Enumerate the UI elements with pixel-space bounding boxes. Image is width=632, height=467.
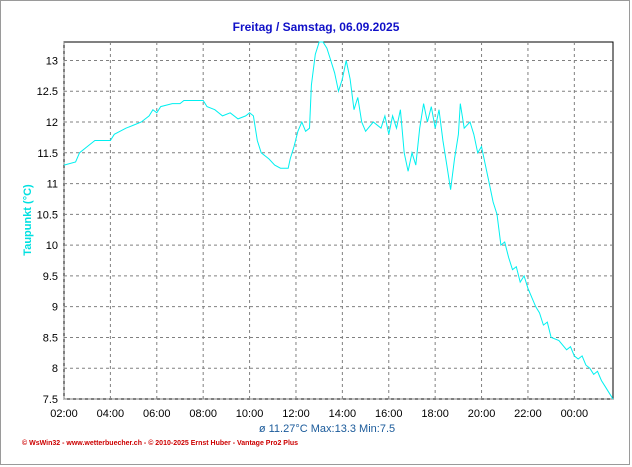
y-tick-label: 13 <box>46 55 58 67</box>
x-tick-label: 06:00 <box>143 408 171 420</box>
x-tick-label: 16:00 <box>375 408 403 420</box>
dewpoint-series-line <box>63 41 614 400</box>
summary-stats: ø 11.27°C Max:13.3 Min:7.5 <box>259 423 395 435</box>
y-tick-label: 12 <box>46 117 58 129</box>
y-tick-label: 10.5 <box>37 209 58 221</box>
y-tick-label: 10 <box>46 240 58 252</box>
x-tick-label: 12:00 <box>282 408 310 420</box>
x-tick-label: 18:00 <box>421 408 449 420</box>
x-tick-label: 00:00 <box>561 408 589 420</box>
y-tick-label: 9.5 <box>43 271 58 283</box>
x-tick-label: 02:00 <box>50 408 78 420</box>
x-axis-ticks: 02:00 04:00 06:00 08:00 10:00 12:00 14:00 16:00… <box>50 408 588 420</box>
y-tick-label: 9 <box>52 302 58 314</box>
x-tick-label: 04:00 <box>97 408 125 420</box>
x-tick-label: 20:00 <box>468 408 496 420</box>
chart-title: Freitag / Samstag, 06.09.2025 <box>233 20 400 34</box>
x-tick-label: 10:00 <box>236 408 264 420</box>
grid <box>63 42 613 400</box>
y-tick-label: 12.5 <box>37 86 58 98</box>
y-tick-label: 11.5 <box>37 148 58 160</box>
plot-area <box>63 41 614 400</box>
y-axis-label: Taupunkt (°C) <box>22 184 34 256</box>
x-tick-label: 22:00 <box>514 408 542 420</box>
y-axis-ticks: 13 12.5 12 11.5 11 10.5 10 9.5 9 8.5 8 7.5 <box>37 55 58 406</box>
y-tick-label: 8.5 <box>43 332 58 344</box>
footer-credits: © WsWin32 - www.wetterbuecher.ch - © 201… <box>22 439 298 447</box>
x-tick-label: 14:00 <box>329 408 357 420</box>
x-tick-label: 08:00 <box>189 408 217 420</box>
y-tick-label: 11 <box>47 179 58 191</box>
y-tick-label: 7.5 <box>43 394 58 406</box>
y-tick-label: 8 <box>52 363 58 375</box>
